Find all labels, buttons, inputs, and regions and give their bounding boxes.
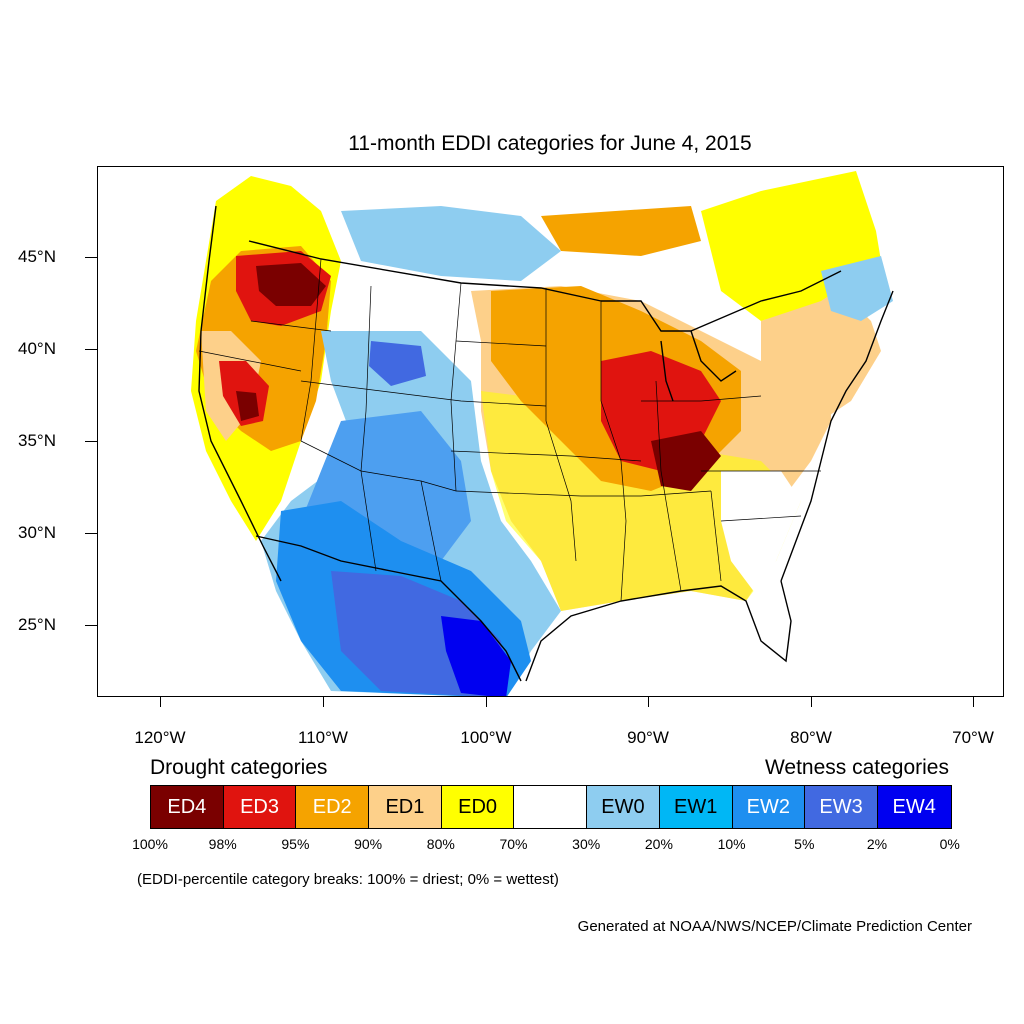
lon-label-120: 120°W bbox=[134, 728, 186, 747]
lat-tick-45 bbox=[85, 257, 97, 258]
category-fields bbox=[191, 171, 893, 696]
legend-break-label: 90% bbox=[354, 836, 383, 852]
legend-break-label: 0% bbox=[939, 836, 960, 852]
ohio-ed4 bbox=[651, 431, 721, 491]
west-coast bbox=[198, 205, 282, 582]
lat-label-25: 25°N bbox=[18, 615, 56, 634]
lake-michigan bbox=[660, 340, 674, 402]
lat-label-30: 30°N bbox=[18, 523, 56, 542]
legend-box-ew0: EW0 bbox=[587, 786, 660, 828]
lon-label-110: 110°W bbox=[298, 728, 348, 747]
lat-tick-25 bbox=[85, 625, 97, 626]
lat-tick-40 bbox=[85, 349, 97, 350]
state-lines bbox=[198, 258, 821, 602]
legend-bar: ED4 ED3 ED2 ED1 ED0 EW0 EW1 EW2 EW3 EW4 bbox=[150, 785, 952, 829]
lat-label-40: 40°N bbox=[18, 339, 56, 358]
legend-box-ew3: EW3 bbox=[805, 786, 878, 828]
nw-ed4 bbox=[256, 263, 326, 306]
ca-ed4 bbox=[236, 391, 259, 421]
lon-tick-110 bbox=[323, 697, 324, 707]
legend-box-ed1: ED1 bbox=[369, 786, 442, 828]
north-ew0 bbox=[341, 206, 561, 281]
co-ew2 bbox=[369, 341, 426, 386]
legend-box-near-normal bbox=[514, 786, 588, 828]
lon-label-100: 100°W bbox=[460, 728, 512, 747]
credit-line: Generated at NOAA/NWS/NCEP/Climate Predi… bbox=[577, 918, 972, 935]
legend-box-ed4: ED4 bbox=[151, 786, 224, 828]
great-lakes bbox=[601, 300, 737, 382]
lon-tick-120 bbox=[160, 697, 161, 707]
lon-tick-80 bbox=[811, 697, 812, 707]
legend-break-label: 2% bbox=[866, 836, 888, 852]
gulf-coast bbox=[525, 580, 792, 682]
lon-tick-70 bbox=[973, 697, 974, 707]
legend-break-label: 5% bbox=[794, 836, 815, 852]
tx-ew4 bbox=[441, 616, 511, 696]
legend-break-label: 95% bbox=[281, 836, 310, 852]
central-ed0 bbox=[481, 391, 801, 611]
legend-box-ed2: ED2 bbox=[296, 786, 370, 828]
ne-ed1 bbox=[761, 291, 881, 421]
legend-box-ew2: EW2 bbox=[732, 786, 806, 828]
wetness-heading: Wetness categories bbox=[764, 756, 949, 779]
lat-label-45: 45°N bbox=[18, 247, 56, 266]
legend-box-ew1: EW1 bbox=[659, 786, 733, 828]
canada-ed2 bbox=[541, 206, 701, 256]
legend-break-label: 100% bbox=[132, 836, 168, 852]
eddi-map-canvas bbox=[191, 171, 894, 696]
legend-break-label: 80% bbox=[426, 836, 455, 852]
lon-label-70: 70°W bbox=[952, 728, 994, 747]
category-note: (EDDI-percentile category breaks: 100% =… bbox=[137, 871, 559, 888]
eddi-map bbox=[97, 166, 1004, 697]
lon-label-90: 90°W bbox=[627, 728, 669, 747]
east-coast bbox=[780, 290, 894, 582]
lon-tick-100 bbox=[486, 697, 487, 707]
lat-label-35: 35°N bbox=[18, 431, 56, 450]
legend-box-ew4: EW4 bbox=[877, 786, 951, 828]
legend-break-label: 10% bbox=[717, 836, 746, 852]
lat-tick-30 bbox=[85, 533, 97, 534]
legend-box-ed3: ED3 bbox=[223, 786, 297, 828]
se-white bbox=[721, 471, 801, 601]
drought-heading: Drought categories bbox=[150, 756, 328, 779]
legend-break-label: 98% bbox=[208, 836, 237, 852]
legend-break-label: 30% bbox=[572, 836, 601, 852]
lon-label-80: 80°W bbox=[790, 728, 832, 747]
us-mexico-border bbox=[255, 535, 522, 682]
legend-box-ed0: ED0 bbox=[441, 786, 515, 828]
legend-break-label: 20% bbox=[644, 836, 673, 852]
legend-break-label: 70% bbox=[499, 836, 528, 852]
lon-tick-90 bbox=[648, 697, 649, 707]
lat-tick-35 bbox=[85, 441, 97, 442]
florida-white bbox=[746, 601, 796, 661]
map-title: 11-month EDDI categories for June 4, 201… bbox=[348, 132, 752, 155]
